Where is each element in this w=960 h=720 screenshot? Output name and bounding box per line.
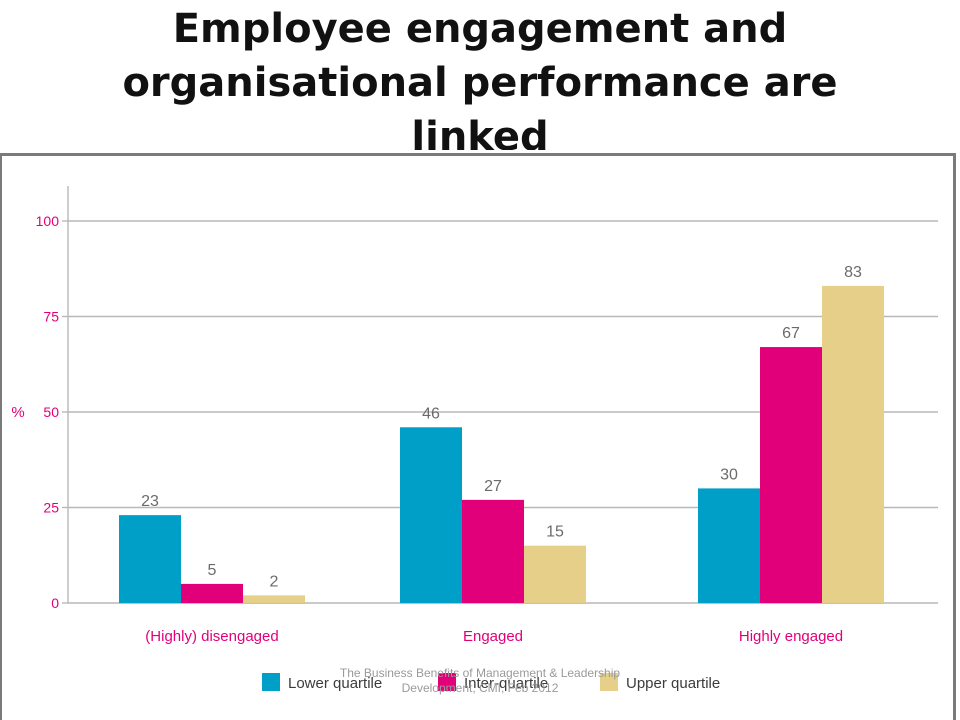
data-label: 15 [546,524,564,541]
chart-legend: Lower quartile Inter-quartile Upper quarti… [262,673,720,692]
chart-labels: 23 5 2 (Highly) disengaged 46 27 15 Engaged 30 67… [141,264,862,645]
legend-swatch [438,673,456,691]
x-tick-label: Engaged [463,628,523,645]
x-tick-label: (Highly) disengaged [145,628,278,645]
y-tick-label: 25 [43,500,59,516]
source-footer: The Business Benefits of Management & Le… [339,666,621,695]
bar [760,347,822,603]
data-label: 30 [720,466,738,483]
chart-bars [119,285,884,603]
legend-label: Lower quartile [288,675,382,692]
y-tick-label: 75 [43,309,59,325]
data-label: 46 [422,405,440,422]
y-tick-label: 0 [51,595,59,611]
legend-label: Upper quartile [626,675,720,692]
data-label: 23 [141,493,159,510]
data-label: 5 [208,562,217,579]
bar [243,595,305,603]
bar [462,499,524,603]
data-label: 67 [782,325,800,342]
legend-swatch [600,673,618,691]
bar [119,515,181,603]
data-label: 2 [270,573,279,590]
legend-swatch [262,673,280,691]
y-tick-label: 100 [36,213,60,229]
bar [698,488,760,603]
bar [524,545,586,603]
bar [822,285,884,603]
slide-title: Employee engagement and organisational p… [122,6,838,150]
y-axis-label: % [11,404,24,421]
data-label: 27 [484,478,502,495]
x-tick-label: Highly engaged [739,628,843,645]
legend-label: Inter-quartile [464,675,548,692]
bar [181,583,243,603]
bar [400,427,462,603]
data-label: 83 [844,264,862,281]
y-tick-label: 50 [43,404,59,420]
